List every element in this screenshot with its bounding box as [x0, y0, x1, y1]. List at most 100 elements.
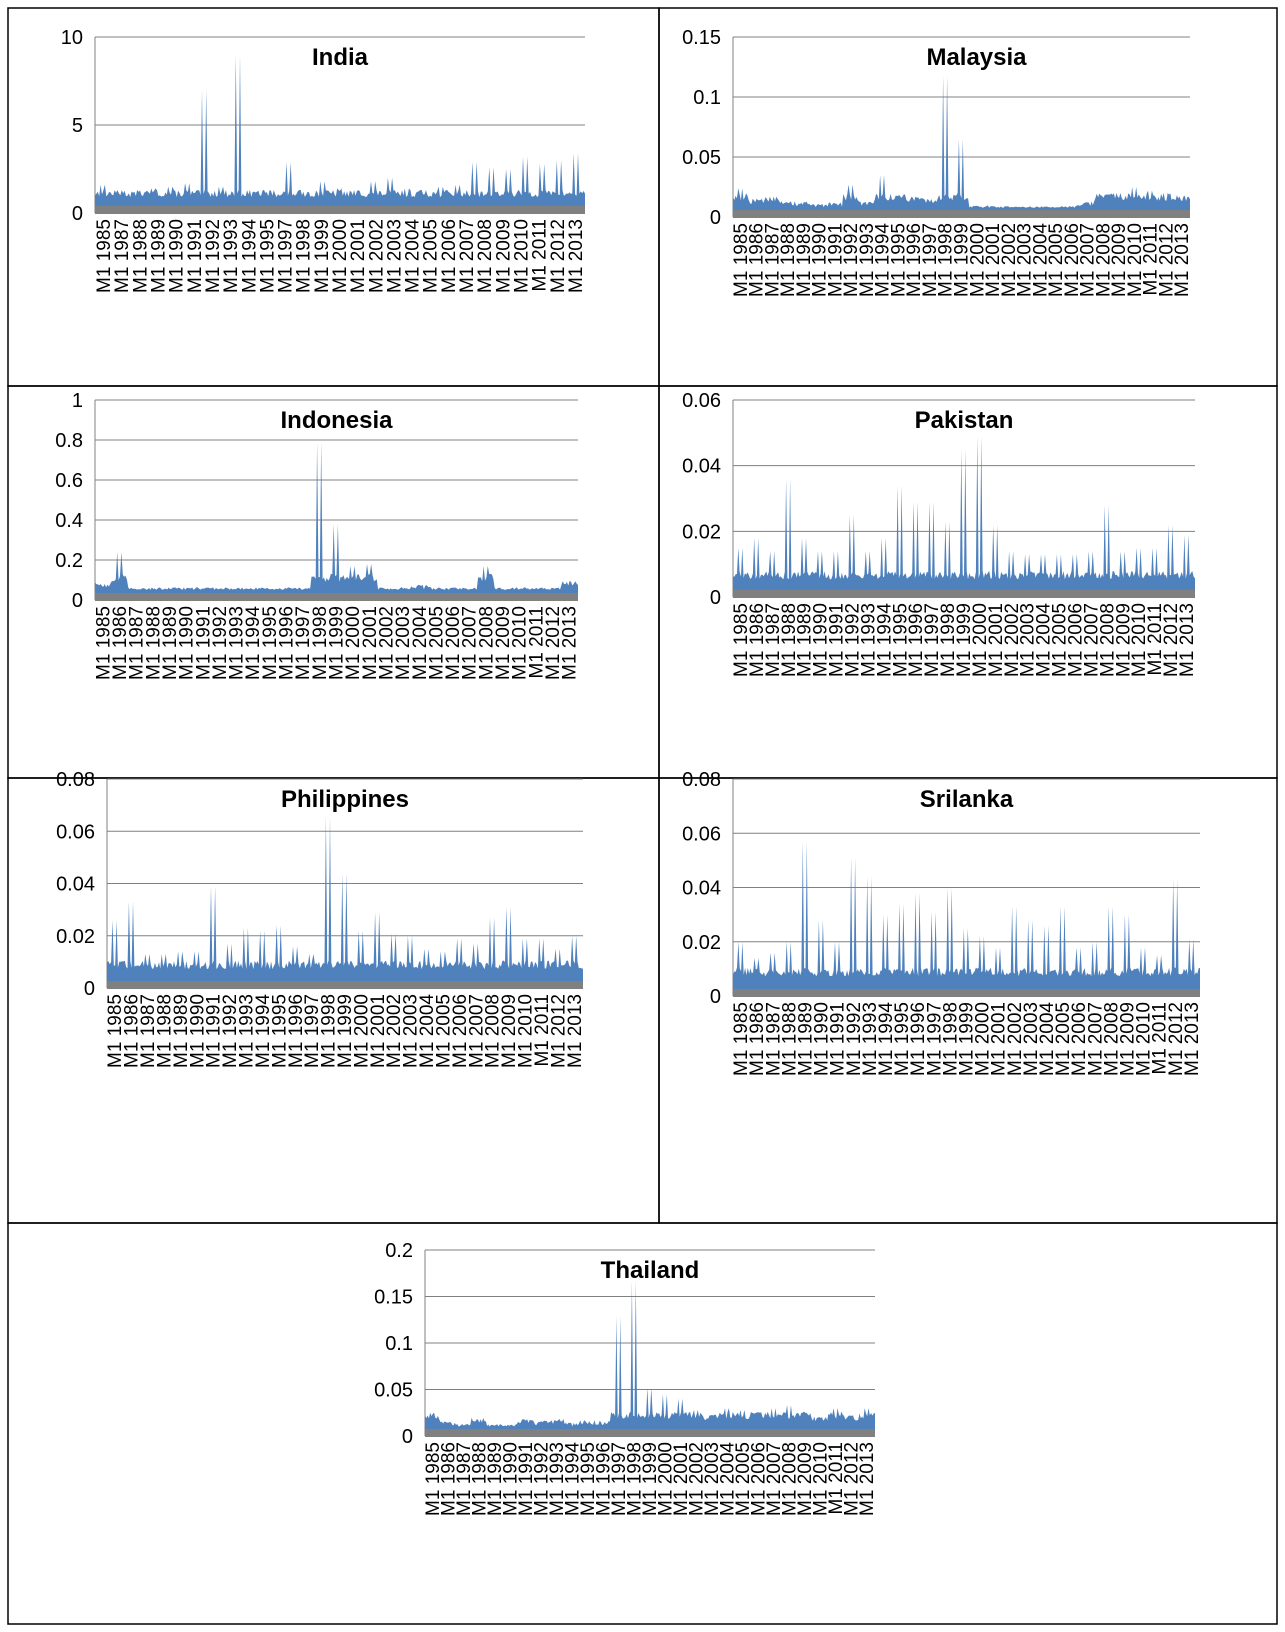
x-tick-label: M1 1985 — [731, 603, 752, 677]
x-tick-label: M1 1994 — [239, 219, 260, 293]
y-tick-label: 1 — [72, 390, 83, 412]
x-tick-label: M1 1991 — [204, 994, 225, 1068]
x-tick-label: M1 1989 — [160, 606, 181, 680]
x-tick-label: M1 1988 — [154, 994, 175, 1068]
x-tick-label: M1 2000 — [973, 1002, 994, 1076]
x-tick-label: M1 2000 — [656, 1442, 677, 1516]
x-tick-label: M1 2010 — [1125, 223, 1146, 297]
x-tick-label: M1 1992 — [841, 223, 862, 297]
x-tick-label: M1 2002 — [384, 994, 405, 1068]
x-tick-label: M1 1990 — [500, 1442, 521, 1516]
x-tick-label: M1 2007 — [460, 606, 481, 680]
x-tick-label: M1 1990 — [187, 994, 208, 1068]
x-axis-band — [425, 1429, 875, 1437]
x-tick-label: M1 1993 — [221, 219, 242, 293]
x-tick-label: M1 1994 — [562, 1442, 583, 1516]
x-tick-label: M1 2013 — [857, 1442, 878, 1516]
y-tick-label: 0.15 — [682, 27, 721, 49]
x-tick-label: M1 2007 — [1085, 1002, 1106, 1076]
y-tick-label: 0.04 — [682, 456, 721, 478]
x-tick-label: M1 2013 — [565, 994, 586, 1068]
x-tick-label: M1 1988 — [779, 603, 800, 677]
x-tick-label: M1 1999 — [957, 1002, 978, 1076]
x-tick-label: M1 2009 — [1113, 603, 1134, 677]
x-tick-label: M1 1996 — [286, 994, 307, 1068]
x-tick-label: M1 1991 — [185, 219, 206, 293]
x-tick-label: M1 2010 — [510, 606, 531, 680]
series-area — [107, 815, 583, 988]
y-tick-label: 5 — [72, 115, 83, 137]
x-tick-label: M1 2000 — [967, 223, 988, 297]
x-tick-label: M1 2006 — [1062, 223, 1083, 297]
x-tick-label: M1 2002 — [1002, 603, 1023, 677]
x-tick-label: M1 2005 — [434, 994, 455, 1068]
x-tick-label: M1 2000 — [330, 219, 351, 293]
x-tick-label: M1 1995 — [892, 1002, 913, 1076]
x-tick-label: M1 1990 — [811, 603, 832, 677]
x-tick-label: M1 2003 — [1021, 1002, 1042, 1076]
x-tick-label: M1 1999 — [327, 606, 348, 680]
x-tick-label: M1 2004 — [403, 219, 424, 293]
x-tick-label: M1 2003 — [702, 1442, 723, 1516]
series-area — [733, 841, 1200, 996]
x-tick-label: M1 2013 — [1172, 223, 1193, 297]
x-tick-label: M1 1997 — [924, 1002, 945, 1076]
x-tick-label: M1 2010 — [1134, 1002, 1155, 1076]
x-tick-label: M1 1999 — [335, 994, 356, 1068]
x-tick-label: M1 2001 — [671, 1442, 692, 1516]
x-tick-label: M1 2007 — [466, 994, 487, 1068]
x-tick-label: M1 2012 — [548, 994, 569, 1068]
x-tick-label: M1 2007 — [1081, 603, 1102, 677]
x-axis-band — [733, 210, 1190, 218]
x-tick-label: M1 2008 — [1093, 223, 1114, 297]
series-area — [425, 1280, 875, 1436]
y-tick-label: 0.8 — [55, 430, 83, 452]
y-tick-label: 0.02 — [682, 932, 721, 954]
x-tick-label: M1 2012 — [543, 606, 564, 680]
x-tick-label: M1 2011 — [826, 1442, 847, 1515]
x-tick-label: M1 2005 — [733, 1442, 754, 1516]
x-tick-label: M1 1987 — [763, 603, 784, 677]
x-tick-label: M1 2004 — [410, 606, 431, 680]
series-area — [733, 436, 1195, 597]
x-tick-label: M1 1995 — [890, 603, 911, 677]
x-tick-label: M1 1986 — [438, 1442, 459, 1516]
x-axis-band — [95, 206, 585, 214]
x-tick-label: M1 1997 — [302, 994, 323, 1068]
x-tick-label: M1 2013 — [1182, 1002, 1203, 1076]
x-tick-label: M1 2013 — [566, 219, 587, 293]
x-tick-label: M1 1991 — [827, 603, 848, 677]
series-area — [95, 54, 585, 213]
y-tick-label: 0 — [72, 590, 83, 612]
y-tick-label: 0.08 — [682, 769, 721, 791]
x-tick-label: M1 1985 — [93, 606, 114, 680]
x-tick-label: M1 1998 — [938, 603, 959, 677]
y-tick-label: 0.1 — [693, 87, 721, 109]
x-tick-label: M1 2006 — [749, 1442, 770, 1516]
y-tick-label: 0 — [710, 207, 721, 229]
x-tick-label: M1 1988 — [130, 219, 151, 293]
y-tick-label: 0.02 — [56, 926, 95, 948]
x-tick-label: M1 1991 — [516, 1442, 537, 1516]
x-tick-label: M1 1993 — [860, 1002, 881, 1076]
x-tick-label: M1 1991 — [825, 223, 846, 297]
x-tick-label: M1 2006 — [1066, 603, 1087, 677]
x-tick-label: M1 2006 — [439, 219, 460, 293]
x-tick-label: M1 2002 — [377, 606, 398, 680]
x-tick-label: M1 1991 — [828, 1002, 849, 1076]
x-tick-label: M1 1987 — [762, 223, 783, 297]
x-tick-label: M1 1989 — [149, 219, 170, 293]
y-tick-label: 0 — [710, 986, 721, 1008]
chart-title: Philippines — [281, 786, 409, 813]
x-tick-label: M1 2009 — [795, 1442, 816, 1516]
x-tick-label: M1 2011 — [530, 219, 551, 292]
x-tick-label: M1 1995 — [260, 606, 281, 680]
chart-title: Thailand — [601, 1257, 700, 1284]
x-axis-band — [733, 989, 1200, 997]
y-tick-label: 0.6 — [55, 470, 83, 492]
x-tick-label: M1 2002 — [366, 219, 387, 293]
x-tick-label: M1 1998 — [940, 1002, 961, 1076]
